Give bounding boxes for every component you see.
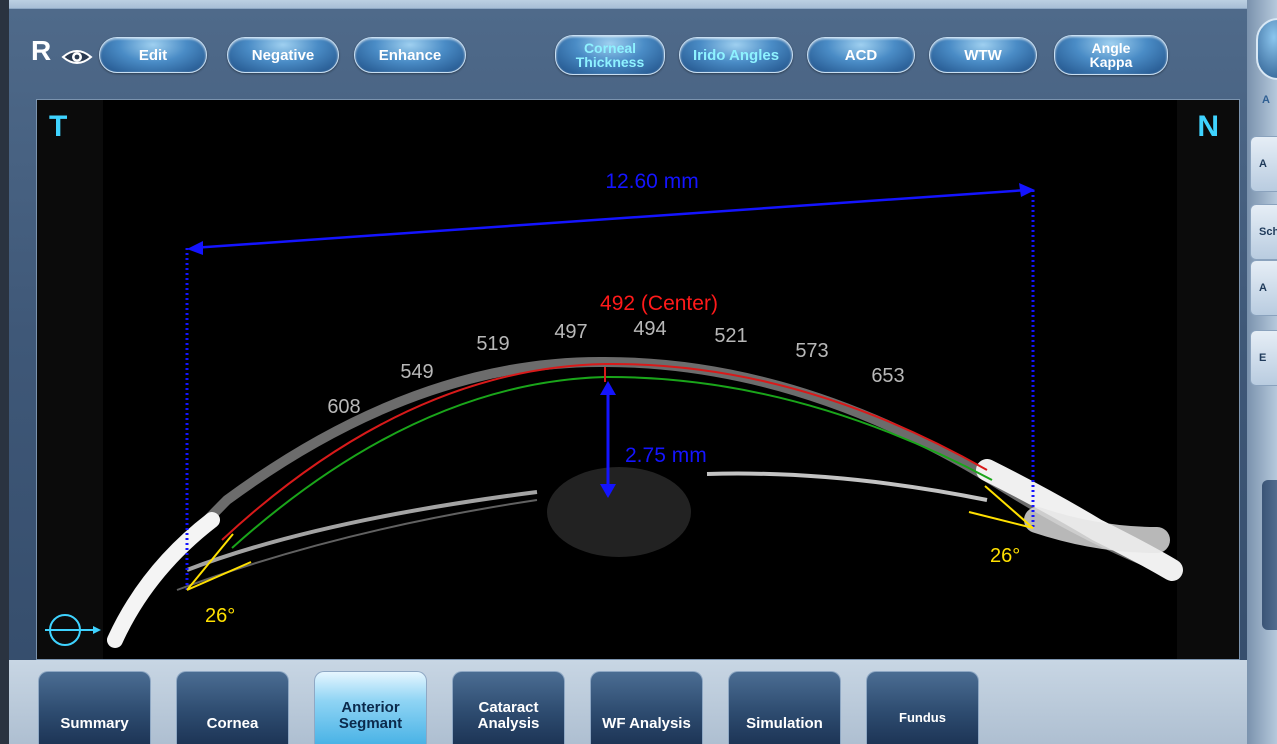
wtw-measurement: 12.60 mm (605, 170, 698, 193)
tab-anterior-segment-label-line1: Anterior (341, 699, 400, 716)
anterior-cornea-line (221, 362, 988, 541)
tab-fundus[interactable]: Fundus (866, 671, 979, 744)
angle-left-line-a (186, 533, 234, 591)
angle-right-value: 26° (990, 545, 1020, 567)
thickness-value: 549 (400, 361, 433, 383)
temporal-label: T (49, 110, 68, 143)
thickness-value: 497 (554, 321, 587, 343)
edit-button[interactable]: Edit (99, 37, 207, 73)
left-edge (0, 0, 9, 744)
thickness-value: 573 (795, 340, 828, 362)
acd-label: ACD (844, 46, 878, 64)
corneal-thickness-label-line2: Thickness (575, 54, 645, 70)
corneal-thickness-label-line1: Corneal (583, 40, 637, 56)
right-shade (1177, 100, 1239, 659)
tab-cornea-label: Cornea (206, 715, 259, 732)
right-tab-4[interactable]: E (1250, 330, 1277, 386)
angle-left-value: 26° (205, 605, 235, 627)
acd-measurement: 2.75 mm (625, 444, 707, 467)
angle-kappa-button[interactable]: Angle Kappa (1054, 35, 1168, 75)
thickness-value: 608 (327, 396, 360, 418)
anterior-segment-image[interactable]: 12.60 mm 2.75 mm 492 (Center) 608 549 51… (36, 99, 1240, 660)
thickness-value: 494 (633, 318, 666, 340)
angle-kappa-label-line2: Kappa (1089, 54, 1133, 70)
tab-summary[interactable]: Summary (38, 671, 151, 744)
tab-anterior-segment-label-line2: Segmant (338, 715, 403, 732)
left-shade (37, 100, 103, 659)
iris-left (186, 490, 538, 572)
top-edge (9, 0, 1247, 8)
angle-kappa-label-line1: Angle (1091, 40, 1131, 56)
limbus-left (107, 512, 220, 648)
tab-anterior-segment[interactable]: Anterior Segmant (314, 671, 427, 744)
right-top-button[interactable] (1256, 18, 1277, 80)
angle-left-line-b (186, 561, 252, 591)
scheimpflug-image: 12.60 mm 2.75 mm 492 (Center) 608 549 51… (37, 100, 1239, 659)
wtw-arrow (191, 188, 1028, 250)
negative-button[interactable]: Negative (227, 37, 339, 73)
thickness-value: 521 (714, 325, 747, 347)
eye-side-label: R (31, 35, 52, 66)
right-tab-1[interactable]: A (1250, 136, 1277, 192)
enhance-button[interactable]: Enhance (354, 37, 466, 73)
acd-button[interactable]: ACD (807, 37, 915, 73)
right-tab-3[interactable]: A (1250, 260, 1277, 316)
tab-fundus-label: Fundus (899, 710, 946, 725)
tab-cataract-analysis-label-line2: Analysis (477, 715, 540, 732)
tab-cornea[interactable]: Cornea (176, 671, 289, 744)
irido-angles-button[interactable]: Irido Angles (679, 37, 793, 73)
irido-angles-label: Irido Angles (692, 46, 780, 64)
wtw-button[interactable]: WTW (929, 37, 1037, 73)
tab-cataract-analysis-label-line1: Cataract (478, 699, 539, 716)
tab-cataract-analysis[interactable]: Cataract Analysis (452, 671, 565, 744)
thickness-value: 519 (476, 333, 509, 355)
crosshair-icon[interactable] (45, 614, 101, 646)
nasal-label: N (1197, 110, 1219, 143)
enhance-button-label: Enhance (378, 46, 442, 64)
tab-simulation-label: Simulation (746, 715, 823, 732)
main-panel: R Edit Negative Enhance Corneal Thicknes… (9, 8, 1247, 661)
angle-right-line-a (968, 511, 1034, 529)
angle-right-line-b (984, 485, 1034, 529)
lens (547, 467, 691, 557)
edit-button-label: Edit (138, 46, 168, 64)
right-scroll-handle[interactable] (1262, 480, 1277, 630)
tab-summary-label: Summary (60, 715, 129, 732)
eye-icon (61, 50, 93, 64)
tab-simulation[interactable]: Simulation (728, 671, 841, 744)
wtw-label: WTW (964, 46, 1002, 64)
center-thickness: 492 (Center) (600, 292, 718, 315)
negative-button-label: Negative (251, 46, 315, 64)
corneal-thickness-button[interactable]: Corneal Thickness (555, 35, 665, 75)
thickness-value: 653 (871, 365, 904, 387)
tab-wf-analysis[interactable]: WF Analysis (590, 671, 703, 744)
right-tab-2[interactable]: Sch (1250, 204, 1277, 260)
right-panel-label: A (1262, 94, 1270, 106)
iris-right (706, 471, 988, 502)
tab-wf-analysis-label: WF Analysis (602, 715, 691, 732)
